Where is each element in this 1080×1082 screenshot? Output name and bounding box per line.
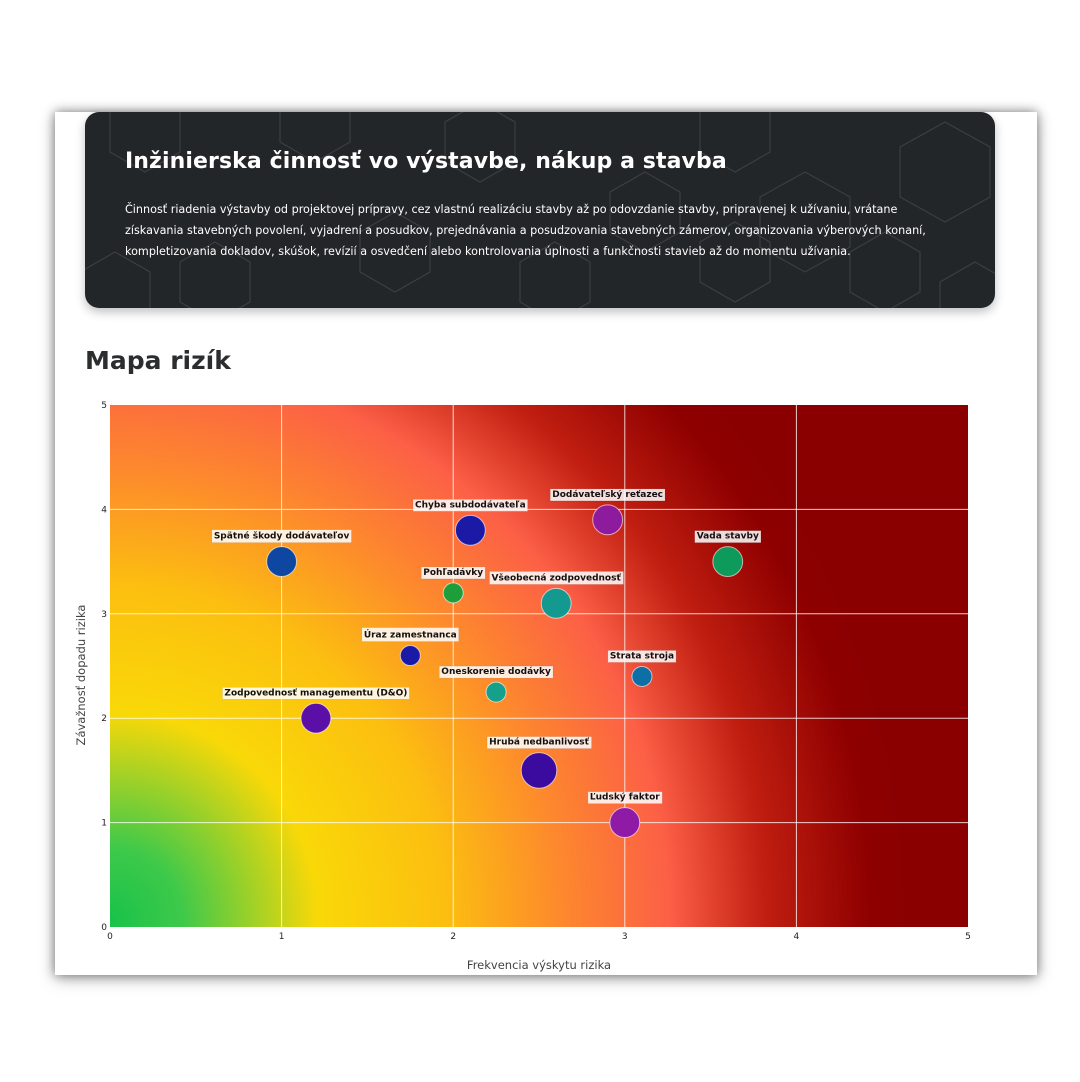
- point-label-background: [486, 736, 592, 749]
- point-label-text: Zodpovednosť managementu (D&O): [224, 688, 407, 698]
- x-tick-label: 1: [279, 932, 285, 942]
- point-label: Pohľadávky: [421, 566, 486, 580]
- point-label-text: Vada stavby: [697, 532, 759, 542]
- section-title: Mapa rizík: [85, 346, 231, 375]
- point-label-text: Pohľadávky: [423, 568, 483, 578]
- point-label-background: [607, 650, 677, 663]
- x-tick-label: 4: [794, 932, 800, 942]
- hexagon-pattern-icon: [85, 112, 995, 308]
- y-tick-label: 3: [101, 610, 107, 620]
- page-description: Činnosť riadenia výstavby od projektovej…: [125, 203, 926, 258]
- y-tick-label: 4: [101, 505, 107, 515]
- point-label-text: Ľudský faktor: [590, 793, 660, 803]
- point-label: Dodávateľský reťazec: [549, 488, 666, 502]
- point-label-background: [549, 488, 666, 502]
- risk-bubble[interactable]: [540, 587, 572, 619]
- point-label: Spätné škody dodávateľov: [211, 529, 352, 543]
- risk-bubble[interactable]: [454, 514, 486, 546]
- point-label-background: [361, 627, 460, 642]
- risk-bubble[interactable]: [592, 504, 624, 536]
- point-label-background: [412, 499, 528, 512]
- risk-bubble[interactable]: [399, 645, 421, 667]
- x-axis-label: Frekvencia výskytu rizika: [467, 958, 611, 972]
- y-tick-label: 1: [101, 819, 107, 829]
- point-label-text: Úraz zamestnanca: [364, 629, 457, 641]
- y-tick-label: 0: [101, 923, 107, 933]
- point-label: Ľudský faktor: [587, 791, 663, 804]
- axis-ticks: 0 1 2 3 4 5 0 1 2 3 4 5: [101, 401, 971, 942]
- point-label: Hrubá nedbanlivosť: [486, 736, 592, 749]
- point-label-background: [587, 791, 663, 804]
- point-label: Úraz zamestnanca: [361, 627, 460, 642]
- point-label: Oneskorenie dodávky: [439, 665, 554, 679]
- y-axis-label: Závažnosť dopadu rizika: [74, 605, 88, 746]
- page-title: Inžinierska činnosť vo výstavbe, nákup a…: [125, 149, 727, 174]
- x-tick-label: 5: [965, 932, 971, 942]
- point-labels: Spätné škody dodávateľov Chyba subdodávat…: [211, 488, 762, 804]
- risk-map-chart: 0 1 2 3 4 5 0 1 2 3 4 5 Spätné škody dodávateľov Chy…: [74, 401, 971, 972]
- point-label-text: Dodávateľský reťazec: [552, 490, 663, 500]
- point-label-background: [439, 665, 554, 679]
- risk-bubble[interactable]: [631, 665, 653, 687]
- x-tick-label: 2: [450, 932, 456, 942]
- point-label-background: [421, 566, 486, 580]
- risk-bubble[interactable]: [609, 807, 641, 839]
- y-tick-label: 2: [101, 714, 107, 724]
- risk-bubble[interactable]: [442, 582, 464, 604]
- point-label-text: Spätné škody dodávateľov: [214, 531, 350, 542]
- risk-bubble[interactable]: [266, 546, 298, 578]
- point-label-background: [489, 571, 624, 585]
- risk-bubble[interactable]: [300, 702, 332, 734]
- data-points: [266, 504, 744, 839]
- risk-bubble[interactable]: [712, 546, 744, 578]
- point-label: Strata stroja: [607, 650, 677, 663]
- point-label: Všeobecná zodpovednosť: [489, 571, 624, 585]
- point-label-background: [222, 687, 410, 700]
- y-tick-label: 5: [101, 401, 107, 411]
- point-label-background: [694, 530, 762, 543]
- point-label-background: [211, 529, 352, 543]
- content-card: Inžinierska činnosť vo výstavbe, nákup a…: [55, 112, 1037, 975]
- risk-bubble[interactable]: [520, 752, 558, 789]
- risk-heatmap-background: [110, 405, 968, 927]
- hero-banner: Inžinierska činnosť vo výstavbe, nákup a…: [85, 112, 995, 308]
- point-label: Vada stavby: [694, 530, 762, 543]
- point-label: Chyba subdodávateľa: [412, 499, 528, 512]
- risk-bubble[interactable]: [485, 681, 507, 703]
- point-label-text: Chyba subdodávateľa: [415, 500, 526, 510]
- point-label-text: Hrubá nedbanlivosť: [489, 738, 589, 748]
- point-label-text: Strata stroja: [610, 651, 674, 661]
- x-tick-label: 3: [622, 932, 628, 942]
- point-label-text: Všeobecná zodpovednosť: [492, 572, 622, 583]
- x-tick-label: 0: [107, 932, 113, 942]
- point-label-text: Oneskorenie dodávky: [441, 667, 551, 677]
- point-label: Zodpovednosť managementu (D&O): [222, 687, 410, 700]
